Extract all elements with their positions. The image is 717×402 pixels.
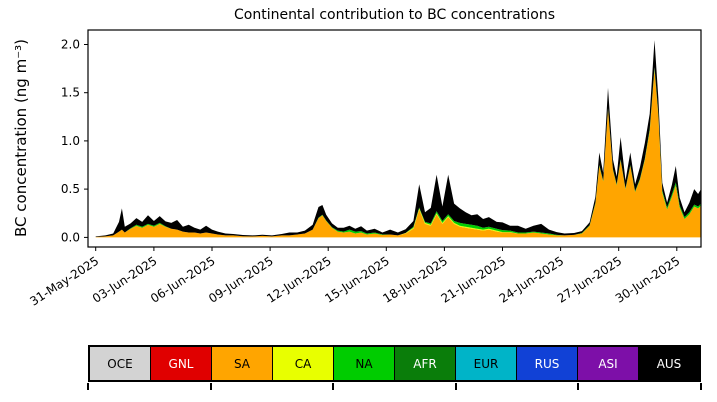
legend-item-aus: AUS — [638, 347, 699, 380]
legend-item-gnl: GNL — [150, 347, 211, 380]
legend-label: SA — [233, 356, 251, 371]
legend-row2-tick — [577, 383, 580, 390]
x-tick-label: 09-Jun-2025 — [206, 254, 276, 306]
x-tick-label: 15-Jun-2025 — [322, 254, 392, 306]
legend-label: CA — [294, 356, 312, 371]
x-tick-label: 03-Jun-2025 — [90, 254, 160, 306]
legend-item-oce: OCE — [90, 347, 150, 380]
x-tick-label: 21-Jun-2025 — [439, 254, 509, 306]
plot-svg: 0.0 0.5 1.0 1.5 2.0 31-May-202503-Jun-202506-… — [27, 29, 702, 309]
axes-border — [87, 29, 702, 248]
legend-item-ca: CA — [272, 347, 333, 380]
y-tick-label: 1.0 — [61, 134, 80, 148]
legend-label: AFR — [413, 356, 437, 371]
legend-row2-tick — [700, 383, 702, 390]
legend-item-na: NA — [333, 347, 394, 380]
legend-item-rus: RUS — [516, 347, 577, 380]
legend-row2-tick — [209, 383, 212, 390]
legend-row2-tick — [332, 383, 335, 390]
legend-row2-tick — [454, 383, 457, 390]
legend-row2-tick — [87, 383, 89, 390]
legend-label: AUS — [656, 356, 682, 371]
x-tick-label: 24-Jun-2025 — [497, 254, 567, 306]
x-tick-label: 12-Jun-2025 — [264, 254, 334, 306]
y-tick-label: 2.0 — [61, 38, 80, 52]
x-tick-label: 27-Jun-2025 — [555, 254, 625, 306]
x-tick-label: 31-May-2025 — [27, 254, 101, 309]
legend-label: OCE — [107, 356, 133, 371]
y-tick-label: 1.5 — [61, 86, 80, 100]
legend-label: RUS — [534, 356, 560, 371]
chart-title: Continental contribution to BC concentra… — [233, 7, 555, 23]
y-tick-label: 0.0 — [61, 230, 80, 244]
legend-item-sa: SA — [211, 347, 272, 380]
x-tick-label: 18-Jun-2025 — [380, 254, 450, 306]
y-tick-label: 0.5 — [61, 182, 80, 196]
area-series-sa — [95, 69, 701, 238]
legend-label: GNL — [168, 356, 194, 371]
legend-item-afr: AFR — [394, 347, 455, 380]
legend: OCE GNL SA CA NA AFR EUR RUS ASI AUS — [88, 345, 701, 382]
legend-item-asi: ASI — [577, 347, 638, 380]
x-tick-label: 30-Jun-2025 — [613, 254, 683, 306]
legend-label: EUR — [473, 356, 499, 371]
legend-label: ASI — [598, 356, 618, 371]
x-tick-label: 06-Jun-2025 — [148, 254, 218, 306]
legend-item-eur: EUR — [455, 347, 516, 380]
legend-label: NA — [355, 356, 373, 371]
